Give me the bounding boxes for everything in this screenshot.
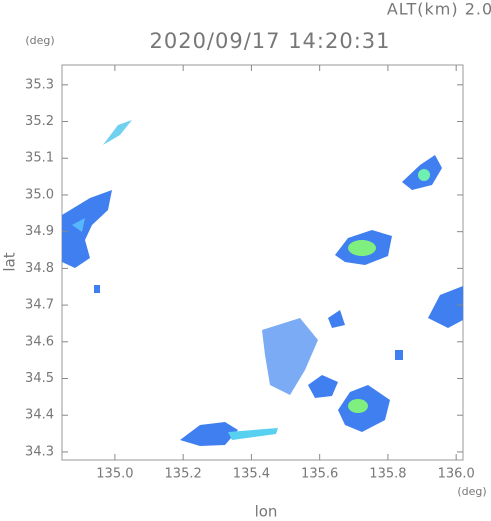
x-tick-label: 135.4 bbox=[233, 467, 270, 482]
y-unit: (deg) bbox=[25, 34, 54, 47]
y-axis-label: lat bbox=[1, 252, 19, 271]
chart-title: 2020/09/17 14:20:31 bbox=[149, 29, 390, 53]
y-tick-label: 34.9 bbox=[25, 224, 54, 239]
y-tick-label: 34.4 bbox=[25, 408, 54, 423]
radar-echoes bbox=[62, 120, 463, 446]
altitude: ALT(km) 2.0 bbox=[387, 0, 491, 19]
y-tick-label: 34.8 bbox=[25, 261, 54, 276]
x-tick-label: 135.6 bbox=[301, 467, 338, 482]
echo bbox=[395, 350, 403, 360]
x-tick-label: 135.0 bbox=[96, 467, 133, 482]
echo bbox=[180, 422, 238, 446]
echo bbox=[262, 318, 318, 395]
echo bbox=[328, 310, 345, 328]
echo bbox=[94, 285, 100, 293]
y-tick-label: 34.3 bbox=[25, 444, 54, 459]
x-tick-label: 135.2 bbox=[165, 467, 202, 482]
x-unit: (deg) bbox=[457, 485, 486, 498]
echo bbox=[228, 428, 278, 440]
y-tick-label: 35.1 bbox=[25, 151, 54, 166]
y-tick-label: 35.0 bbox=[25, 187, 54, 202]
echo bbox=[418, 169, 430, 181]
y-tick-label: 34.5 bbox=[25, 371, 54, 386]
echo bbox=[348, 240, 376, 256]
echo bbox=[308, 375, 338, 398]
echo bbox=[428, 286, 463, 328]
y-tick-label: 34.7 bbox=[25, 298, 54, 313]
x-axis-label: lon bbox=[255, 503, 278, 521]
y-tick-label: 35.2 bbox=[25, 114, 54, 129]
x-tick-label: 135.8 bbox=[369, 467, 406, 482]
echo bbox=[72, 218, 85, 232]
echo bbox=[348, 399, 368, 413]
axes: 34.3 34.4 34.5 34.6 34.7 34.8 34.9 35.0 35.1 35.2… bbox=[25, 65, 475, 482]
y-tick-label: 35.3 bbox=[25, 77, 54, 92]
echo bbox=[62, 190, 112, 268]
x-tick-label: 136.0 bbox=[438, 467, 475, 482]
plot-frame bbox=[61, 64, 464, 461]
echo bbox=[103, 120, 132, 145]
y-tick-label: 34.6 bbox=[25, 334, 54, 349]
